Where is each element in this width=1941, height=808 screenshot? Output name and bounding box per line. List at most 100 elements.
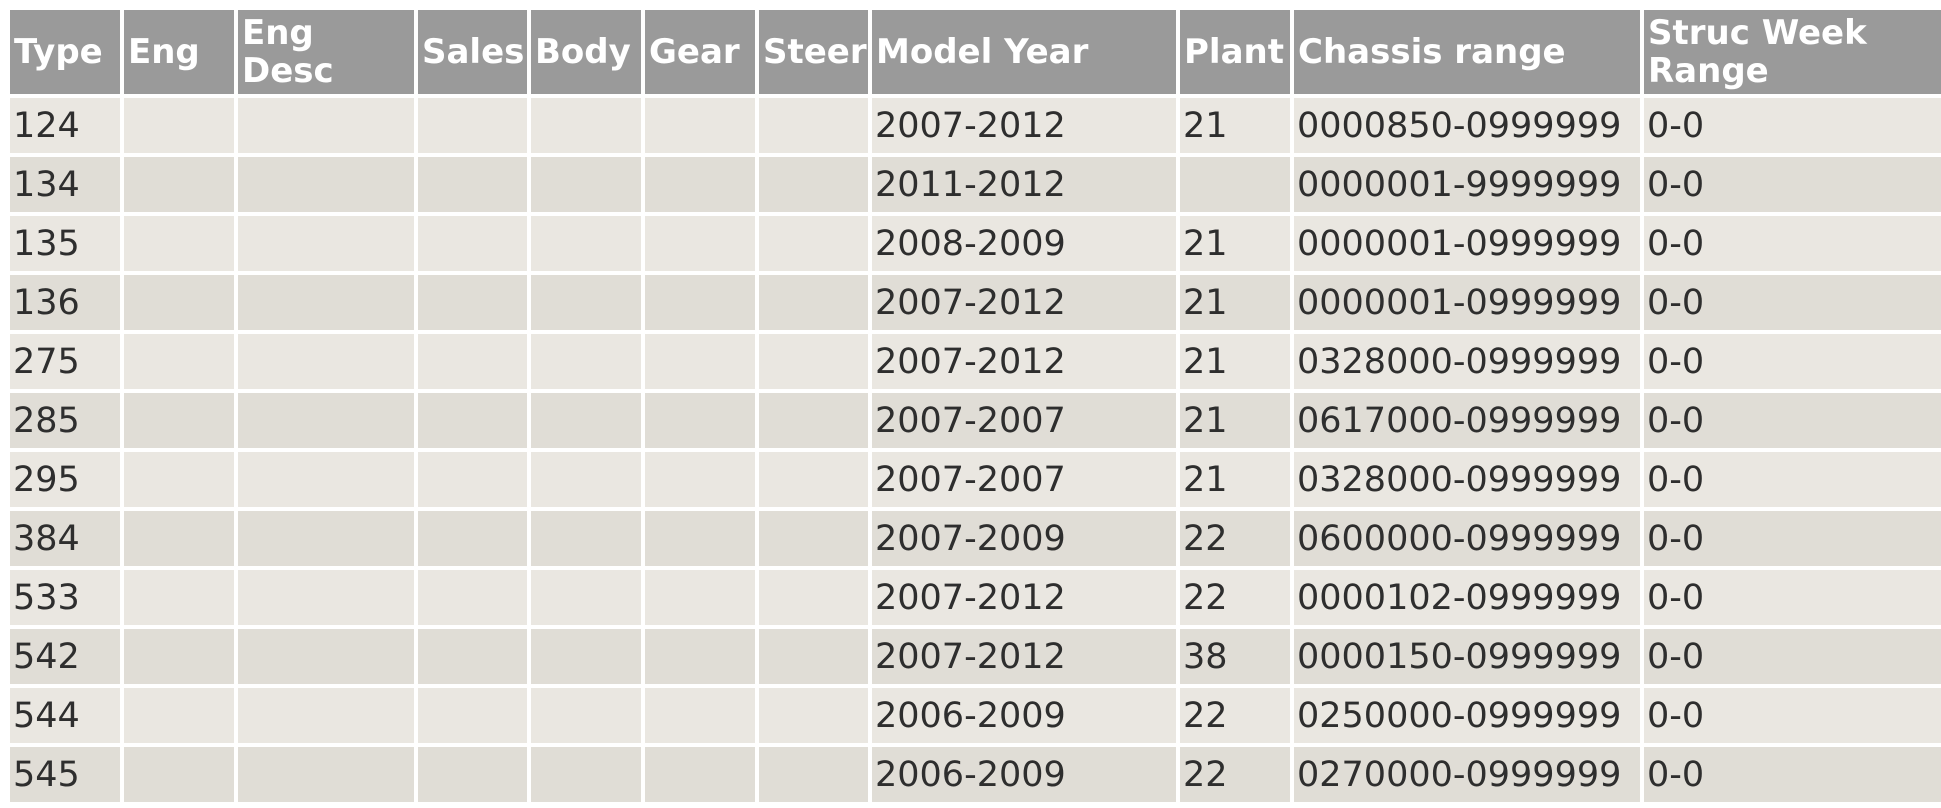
table-cell [531,570,641,625]
table-cell: 2007-2012 [872,629,1176,684]
column-header: Sales [418,10,527,94]
table-cell: 2011-2012 [872,157,1176,212]
table-cell: 0-0 [1644,216,1941,271]
table-body: 124 2007-2012 21 0000850-0999999 0-0 134 2011-… [10,98,1941,802]
table-cell: 21 [1180,216,1290,271]
table-cell: 0000001-0999999 [1294,275,1640,330]
table-cell [759,157,868,212]
table-cell [645,570,755,625]
table-cell [124,157,234,212]
table-cell: 21 [1180,275,1290,330]
table-cell [645,688,755,743]
table-cell [645,275,755,330]
table-cell: 0000102-0999999 [1294,570,1640,625]
table-cell: 22 [1180,570,1290,625]
table-cell [645,98,755,153]
table-cell [531,157,641,212]
table-cell: 0-0 [1644,157,1941,212]
table-cell [645,216,755,271]
table-cell: 2007-2007 [872,393,1176,448]
table-cell: 22 [1180,511,1290,566]
header-row: Type Eng Eng Desc Sales Body Gear Steer Model Y… [10,10,1941,94]
table-cell: 2007-2012 [872,98,1176,153]
table-cell: 0000850-0999999 [1294,98,1640,153]
table-cell: 285 [10,393,120,448]
table-cell: 0-0 [1644,747,1941,802]
table-cell: 384 [10,511,120,566]
table-cell: 0250000-0999999 [1294,688,1640,743]
table-cell [645,393,755,448]
table-cell [531,629,641,684]
table-cell [645,511,755,566]
column-header: Eng [124,10,234,94]
table-cell: 533 [10,570,120,625]
column-header: Struc Week Range [1644,10,1941,94]
table-cell: 136 [10,275,120,330]
table-cell [531,452,641,507]
table-cell [418,393,527,448]
table-cell: 2006-2009 [872,747,1176,802]
table-cell [124,452,234,507]
table-cell: 21 [1180,452,1290,507]
column-header: Eng Desc [238,10,414,94]
table-cell [238,747,414,802]
table-cell: 0000001-0999999 [1294,216,1640,271]
column-header: Gear [645,10,755,94]
table-cell [418,98,527,153]
table-cell [531,275,641,330]
table-cell [759,393,868,448]
table-cell: 2007-2012 [872,334,1176,389]
table-cell [759,334,868,389]
column-header: Body [531,10,641,94]
table-row: 135 2008-2009 21 0000001-0999999 0-0 [10,216,1941,271]
table-cell [238,688,414,743]
table-cell: 0328000-0999999 [1294,334,1640,389]
table-cell [124,334,234,389]
table-cell [759,98,868,153]
table-cell [759,747,868,802]
table-row: 295 2007-2007 21 0328000-0999999 0-0 [10,452,1941,507]
table-cell [418,629,527,684]
table-row: 275 2007-2012 21 0328000-0999999 0-0 [10,334,1941,389]
table-cell: 0270000-0999999 [1294,747,1640,802]
table-cell [418,216,527,271]
table-cell: 0-0 [1644,688,1941,743]
table-cell: 0-0 [1644,629,1941,684]
table-cell [531,98,641,153]
table-cell [531,334,641,389]
table-cell: 2008-2009 [872,216,1176,271]
table-cell [645,452,755,507]
table-cell: 2007-2007 [872,452,1176,507]
table-row: 533 2007-2012 22 0000102-0999999 0-0 [10,570,1941,625]
table-cell [238,511,414,566]
table-cell: 0617000-0999999 [1294,393,1640,448]
table-cell: 2007-2012 [872,275,1176,330]
table-cell [238,275,414,330]
table-cell [238,393,414,448]
table-cell: 0000001-9999999 [1294,157,1640,212]
table-cell [645,334,755,389]
table-cell: 22 [1180,747,1290,802]
column-header: Type [10,10,120,94]
table-cell: 2006-2009 [872,688,1176,743]
table-cell [759,275,868,330]
vehicle-applicability-table: Type Eng Eng Desc Sales Body Gear Steer Model Y… [6,6,1941,806]
table-cell: 0-0 [1644,275,1941,330]
table-row: 384 2007-2009 22 0600000-0999999 0-0 [10,511,1941,566]
table-cell: 0600000-0999999 [1294,511,1640,566]
table-cell [238,334,414,389]
table-cell: 21 [1180,98,1290,153]
table-cell: 2007-2009 [872,511,1176,566]
table-cell: 21 [1180,334,1290,389]
table-cell [759,511,868,566]
table-cell: 0-0 [1644,511,1941,566]
table-cell: 0-0 [1644,334,1941,389]
table-cell: 124 [10,98,120,153]
table-cell: 295 [10,452,120,507]
table-cell [124,688,234,743]
table-cell [418,688,527,743]
table-row: 544 2006-2009 22 0250000-0999999 0-0 [10,688,1941,743]
table-cell [418,570,527,625]
column-header: Plant [1180,10,1290,94]
table-cell [759,688,868,743]
